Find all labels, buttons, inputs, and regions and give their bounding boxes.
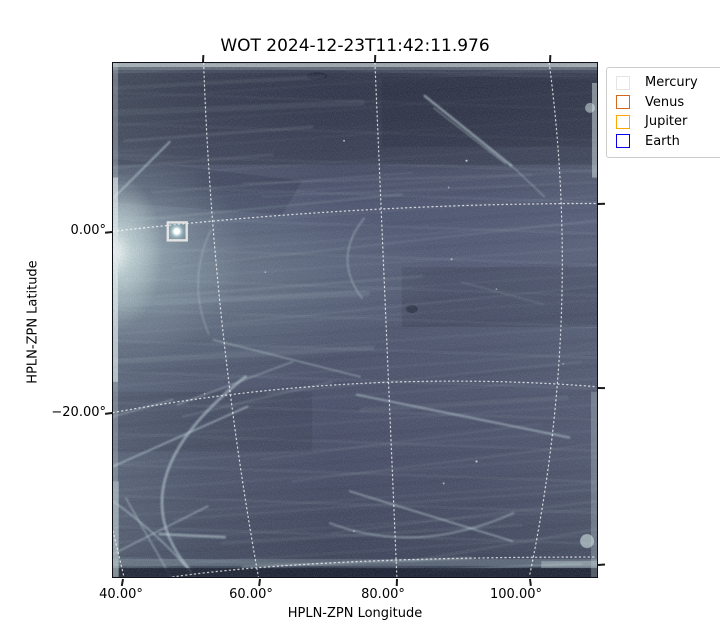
legend-item-earth: Earth	[616, 134, 720, 149]
x-tick-40	[120, 578, 124, 587]
plot-title: WOT 2024-12-23T11:42:11.976	[220, 36, 490, 56]
x-tick-label-60: 60.00°	[229, 587, 273, 602]
top-tick-100	[549, 54, 551, 63]
x-tick-label-100: 100.00°	[490, 587, 542, 602]
mercury-core	[173, 228, 180, 235]
venus-swatch-icon	[616, 95, 630, 109]
mercury-swatch-icon	[616, 75, 630, 90]
top-tick-60	[202, 54, 204, 63]
grid-line-lon-40	[113, 530, 125, 577]
y-axis-label: HPLN-ZPN Latitude	[25, 260, 41, 384]
right-tick-minus40	[597, 563, 606, 566]
x-tick-80	[395, 578, 398, 587]
mercury	[165, 220, 188, 243]
x-tick-label-40: 40.00°	[99, 587, 143, 602]
legend-label-earth: Earth	[645, 133, 680, 149]
earth-swatch-icon	[616, 134, 630, 148]
legend-item-jupiter: Jupiter	[616, 114, 720, 129]
right-tick-0	[597, 202, 606, 205]
jupiter-swatch-icon	[616, 114, 630, 129]
right-tick-minus20	[597, 387, 606, 389]
legend-label-jupiter: Jupiter	[645, 114, 688, 129]
legend-item-venus: Venus	[616, 95, 720, 110]
y-tick-label-minus20: −20.00°	[51, 405, 106, 420]
plot-area	[112, 62, 598, 578]
top-tick-80	[374, 54, 376, 63]
sky-image	[113, 63, 597, 577]
mercury-marker	[166, 221, 188, 242]
grid-line-lon-60	[203, 63, 259, 577]
y-tick-label-0: 0.00°	[70, 223, 106, 238]
grid-line-lat-minus40	[172, 556, 597, 577]
x-tick-100	[529, 578, 532, 587]
legend: Mercury Venus Jupiter Earth	[606, 67, 720, 158]
legend-label-mercury: Mercury	[645, 75, 698, 90]
grid-line-lon-80	[374, 63, 398, 577]
legend-label-venus: Venus	[645, 94, 685, 110]
noise-dark	[113, 63, 597, 577]
grid-line-lon-100	[528, 63, 563, 577]
x-axis-label: HPLN-ZPN Longitude	[287, 606, 423, 621]
x-tick-label-80: 80.00°	[361, 587, 405, 602]
legend-item-mercury: Mercury	[616, 75, 720, 90]
x-tick-60	[258, 578, 261, 587]
y-tick-0	[104, 231, 113, 234]
